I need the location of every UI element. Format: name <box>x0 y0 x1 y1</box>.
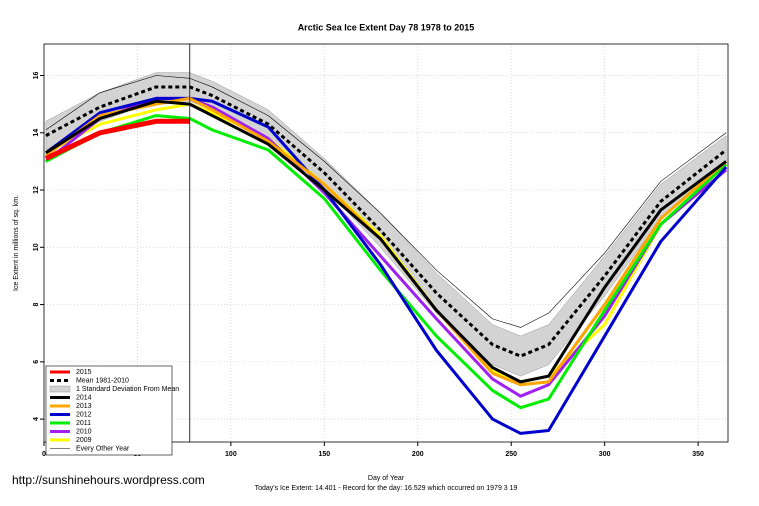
series-line <box>45 85 728 358</box>
y-tick-label: 4 <box>33 417 40 421</box>
legend-label: 2012 <box>76 411 92 418</box>
legend-label: 2010 <box>76 428 92 435</box>
x-tick-label: 0 <box>42 451 46 458</box>
y-tick-label: 6 <box>33 360 40 364</box>
y-tick-label: 16 <box>33 72 40 80</box>
legend-label: Mean 1981-2010 <box>76 377 129 384</box>
series-line <box>45 99 728 384</box>
x-tick-label: 200 <box>412 451 424 458</box>
legend-label: 1 Standard Deviation From Mean <box>76 386 179 393</box>
legend-label: 2013 <box>76 403 92 410</box>
footer: Today's Ice Extent: 14.401 - Record for … <box>255 485 518 492</box>
legend-label: Every Other Year <box>76 445 130 452</box>
series-line <box>45 114 728 410</box>
legend-label: 2014 <box>76 394 92 401</box>
x-tick-label: 250 <box>505 451 517 458</box>
series-line <box>44 96 728 435</box>
legend-label: 2009 <box>76 437 92 444</box>
y-tick-label: 8 <box>33 303 40 307</box>
chart-title: Arctic Sea Ice Extent Day 78 1978 to 201… <box>298 22 475 32</box>
y-tick-label: 12 <box>33 186 40 194</box>
x-tick-label: 100 <box>225 451 237 458</box>
legend-swatch <box>49 385 71 393</box>
y-tick-label: 14 <box>33 129 40 137</box>
series-line <box>44 118 190 161</box>
x-axis-label: Day of Year <box>368 475 405 482</box>
series-line <box>45 75 727 328</box>
y-axis-label: Ice Extent in millions of sq. km. <box>13 195 20 291</box>
y-tick-label: 10 <box>33 243 40 251</box>
x-tick-label: 150 <box>318 451 330 458</box>
plot-frame <box>43 43 729 443</box>
watermark: http://sunshinehours.wordpress.com <box>12 473 205 487</box>
legend-label: 2015 <box>76 369 92 376</box>
x-tick-label: 350 <box>692 451 704 458</box>
x-tick-label: 300 <box>599 451 611 458</box>
legend-label: 2011 <box>76 420 91 427</box>
